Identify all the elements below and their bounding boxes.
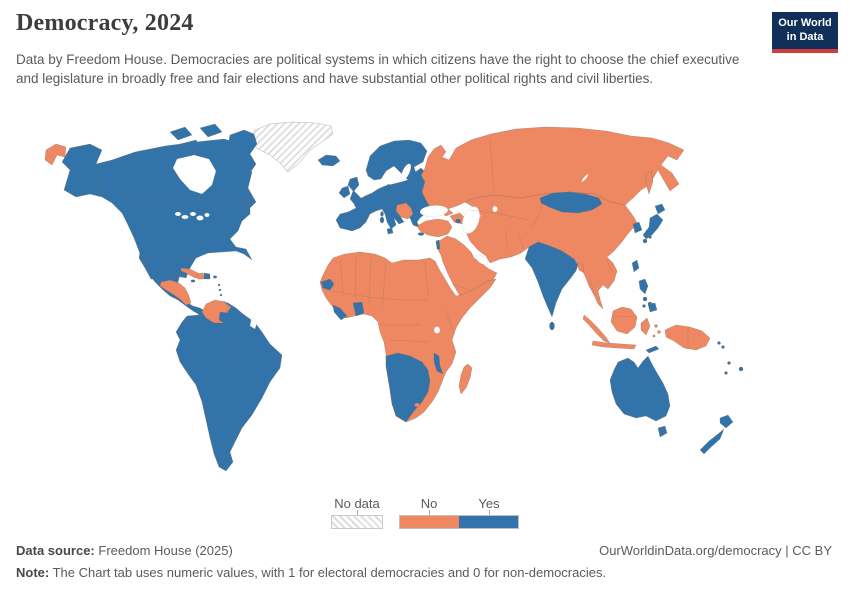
region-ghana[interactable] [352, 301, 365, 317]
region-hungary-serbia-bosnia[interactable] [395, 202, 414, 220]
region-timor-leste[interactable] [645, 345, 660, 354]
region-mediterranean-islands[interactable] [379, 211, 425, 236]
region-greenland-no-data[interactable] [249, 121, 334, 173]
page-title: Democracy, 2024 [16, 10, 194, 36]
owid-logo[interactable]: Our World in Data [772, 12, 838, 53]
owid-logo-text: Our World in Data [772, 12, 838, 49]
region-baja-california[interactable] [138, 251, 156, 280]
legend-label-no-data: No data [334, 496, 380, 511]
persian-gulf [475, 254, 489, 266]
region-iceland[interactable] [317, 154, 341, 167]
legend-swatch-no-data[interactable] [331, 515, 383, 529]
region-russia[interactable] [420, 126, 685, 217]
lake-victoria [433, 326, 441, 334]
region-moluccas[interactable] [652, 324, 661, 338]
region-armenia[interactable] [455, 218, 461, 224]
aral-sea [492, 205, 498, 213]
license-label[interactable]: CC BY [792, 543, 832, 558]
legend-tick [429, 510, 430, 515]
region-sri-lanka[interactable] [549, 321, 555, 331]
region-philippines[interactable] [638, 278, 658, 313]
region-sumatra[interactable] [582, 314, 611, 344]
region-madagascar[interactable] [458, 363, 473, 395]
region-tasmania[interactable] [657, 425, 668, 438]
legend-label-yes: Yes [478, 496, 500, 511]
data-source-line: Data source: Freedom House (2025) [16, 543, 832, 558]
data-source-label: Data source: [16, 543, 95, 558]
region-senegal[interactable] [320, 278, 335, 291]
region-israel[interactable] [435, 239, 441, 250]
french-guiana-gap [249, 319, 258, 330]
map-legend: No data No Yes [0, 496, 850, 534]
world-choropleth-map [44, 121, 744, 472]
region-south-korea[interactable] [632, 221, 643, 234]
legend-swatch-yes[interactable] [459, 515, 519, 529]
region-new-zealand-north[interactable] [719, 414, 734, 429]
lake-baikal [581, 173, 589, 183]
region-north-america[interactable] [61, 138, 257, 316]
region-chukotka-west-wrap[interactable] [44, 143, 67, 166]
region-lesotho[interactable] [414, 402, 420, 408]
footer-attribution: OurWorldinData.org/democracy | CC BY [599, 543, 832, 558]
owid-url-link[interactable]: OurWorldinData.org/democracy [599, 543, 782, 558]
legend-swatch-no[interactable] [399, 515, 459, 529]
region-sierra-leone-liberia[interactable] [332, 304, 348, 321]
chart-footer: Data source: Freedom House (2025) OurWor… [16, 543, 832, 580]
region-bangladesh[interactable] [576, 261, 585, 274]
legend-tick [489, 510, 490, 515]
region-ireland[interactable] [338, 185, 351, 199]
legend-tick [357, 510, 358, 515]
region-africa[interactable] [319, 251, 497, 423]
region-new-zealand-south[interactable] [699, 428, 725, 455]
caspian-sea [462, 206, 480, 234]
note-label: Note: [16, 565, 50, 580]
data-source-value: Freedom House (2025) [98, 543, 233, 558]
black-sea [419, 205, 449, 217]
country-borders [95, 139, 689, 467]
region-sulawesi[interactable] [640, 317, 651, 336]
hudson-bay [172, 154, 217, 195]
region-scandinavia[interactable] [365, 139, 428, 182]
owid-logo-red-bar [772, 48, 838, 53]
chart-subtitle: Data by Freedom House. Democracies are p… [16, 52, 740, 87]
legend-label-no: No [420, 496, 438, 511]
region-japan[interactable] [642, 203, 666, 244]
region-malawi[interactable] [433, 352, 444, 375]
region-canadian-arctic-islands[interactable] [169, 123, 258, 207]
footer-separator: | [781, 543, 793, 558]
region-pacific-islands[interactable] [717, 341, 744, 375]
region-taiwan[interactable] [631, 259, 640, 273]
region-central-america-non-democracies[interactable] [159, 279, 192, 306]
region-mongolia[interactable] [539, 191, 603, 214]
region-south-america[interactable] [175, 300, 283, 472]
region-turkey[interactable] [416, 218, 453, 238]
great-lakes [174, 211, 210, 221]
region-dominican-republic[interactable] [203, 272, 211, 280]
region-sakhalin[interactable] [645, 170, 654, 195]
region-asia-mainland[interactable] [464, 191, 639, 310]
baltic-sea [400, 163, 412, 181]
region-borneo[interactable] [610, 306, 638, 335]
note-value: The Chart tab uses numeric values, with … [52, 565, 607, 580]
region-australia[interactable] [609, 355, 671, 422]
region-venezuela[interactable] [201, 299, 232, 324]
region-java[interactable] [591, 340, 637, 350]
region-new-guinea[interactable] [664, 324, 711, 351]
region-india[interactable] [524, 241, 579, 318]
footer-note: Note: The Chart tab uses numeric values,… [16, 565, 776, 580]
region-haiti[interactable] [196, 272, 205, 280]
